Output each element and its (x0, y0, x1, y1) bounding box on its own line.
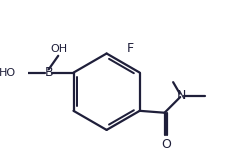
Text: N: N (177, 89, 186, 102)
Text: HO: HO (0, 68, 16, 78)
Text: B: B (44, 66, 53, 79)
Text: O: O (161, 138, 171, 151)
Text: F: F (127, 42, 134, 55)
Text: OH: OH (51, 43, 68, 53)
